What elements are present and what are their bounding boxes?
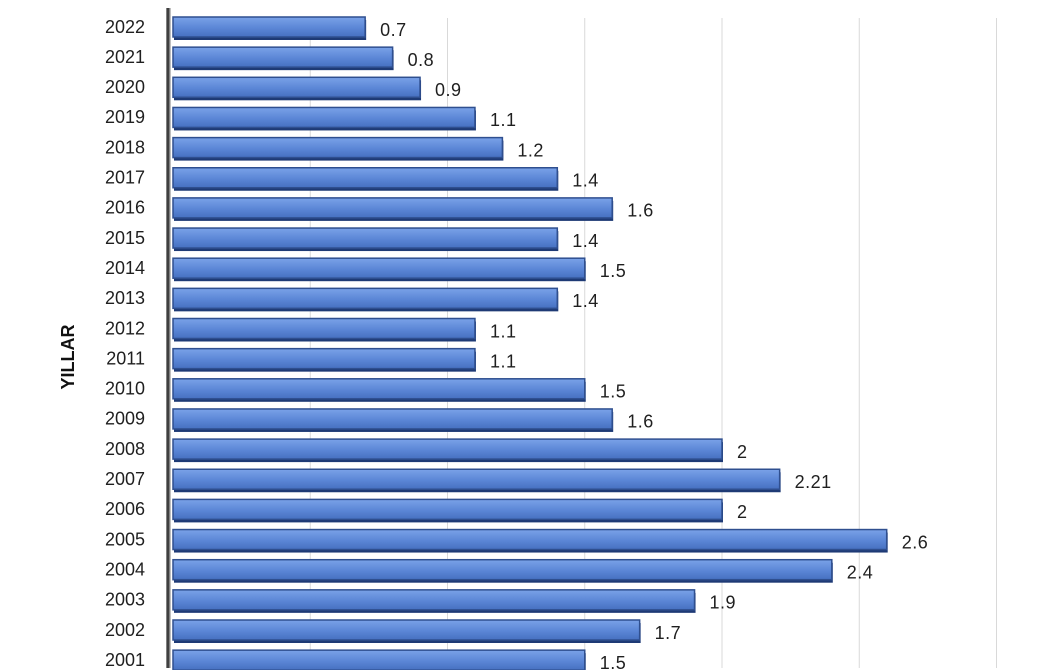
tick-label-2005: 2005 [105,529,145,549]
bar-2021 [172,46,394,68]
tick-label-2001: 2001 [105,650,145,670]
bar-2012 [172,317,476,340]
data-label-2015: 1.4 [572,231,599,251]
data-label-2016: 1.6 [627,201,654,221]
data-label-2001: 1.5 [600,653,627,670]
data-label-2014: 1.5 [600,261,627,281]
data-label-2013: 1.4 [572,291,599,311]
tick-label-2014: 2014 [105,258,145,278]
tick-label-2017: 2017 [105,168,145,188]
bar-2017 [172,167,559,189]
data-label-2017: 1.4 [572,171,599,191]
bar-2008 [172,438,723,460]
bar-2002 [172,619,641,641]
bar-2019 [172,106,476,129]
data-label-2004: 2.4 [847,562,874,582]
tick-label-2008: 2008 [105,439,145,459]
data-label-2019: 1.1 [490,110,517,130]
bar-2010 [172,378,586,400]
tick-label-2013: 2013 [105,288,145,308]
tick-label-2003: 2003 [105,590,145,610]
data-label-2022: 0.7 [380,20,407,40]
y-axis [166,8,171,668]
bar-2020 [172,76,421,99]
data-label-2012: 1.1 [490,321,517,341]
data-label-2020: 0.9 [435,80,462,100]
tick-label-2015: 2015 [105,228,145,248]
tick-label-2004: 2004 [105,559,145,579]
data-label-2010: 1.5 [600,382,627,402]
bar-2006 [172,498,723,521]
data-label-2003: 1.9 [710,593,737,613]
bar-2011 [172,347,476,370]
data-label-2008: 2 [737,442,748,462]
data-label-2006: 2 [737,502,748,522]
labels: 2022 0.7 2021 0.8 2020 0.9 2019 1.1 2018 1.2 2017 1… [105,17,928,670]
tick-label-2018: 2018 [105,137,145,157]
bar-2004 [172,558,833,581]
data-label-2018: 1.2 [517,140,544,160]
tick-label-2009: 2009 [105,409,145,429]
bar-2018 [172,136,504,159]
tick-label-2006: 2006 [105,499,145,519]
data-label-2002: 1.7 [655,623,682,643]
tick-label-2011: 2011 [106,348,145,368]
tick-label-2016: 2016 [105,198,145,218]
data-label-2009: 1.6 [627,412,654,432]
bars [172,16,888,670]
bar-2009 [172,408,613,430]
bar-2003 [172,589,696,611]
bar-2014 [172,257,586,279]
bar-2007 [172,468,781,490]
tick-label-2012: 2012 [105,318,145,338]
tick-label-2002: 2002 [105,620,145,640]
tick-label-2010: 2010 [105,379,145,399]
data-label-2011: 1.1 [490,351,517,371]
data-label-2005: 2.6 [902,532,929,552]
bar-2015 [172,227,559,249]
bar-2022 [172,16,366,38]
data-label-2021: 0.8 [408,50,435,70]
bar-2013 [172,287,559,310]
tick-label-2007: 2007 [105,469,145,489]
bar-2005 [172,528,888,551]
tick-label-2021: 2021 [105,47,145,67]
y-axis-title: YILLAR [58,325,78,390]
bar-2001 [172,649,586,670]
bar-2016 [172,197,613,219]
data-label-2007: 2.21 [795,472,832,492]
tick-label-2020: 2020 [105,77,145,97]
tick-label-2022: 2022 [105,17,145,37]
tick-label-2019: 2019 [105,107,145,127]
